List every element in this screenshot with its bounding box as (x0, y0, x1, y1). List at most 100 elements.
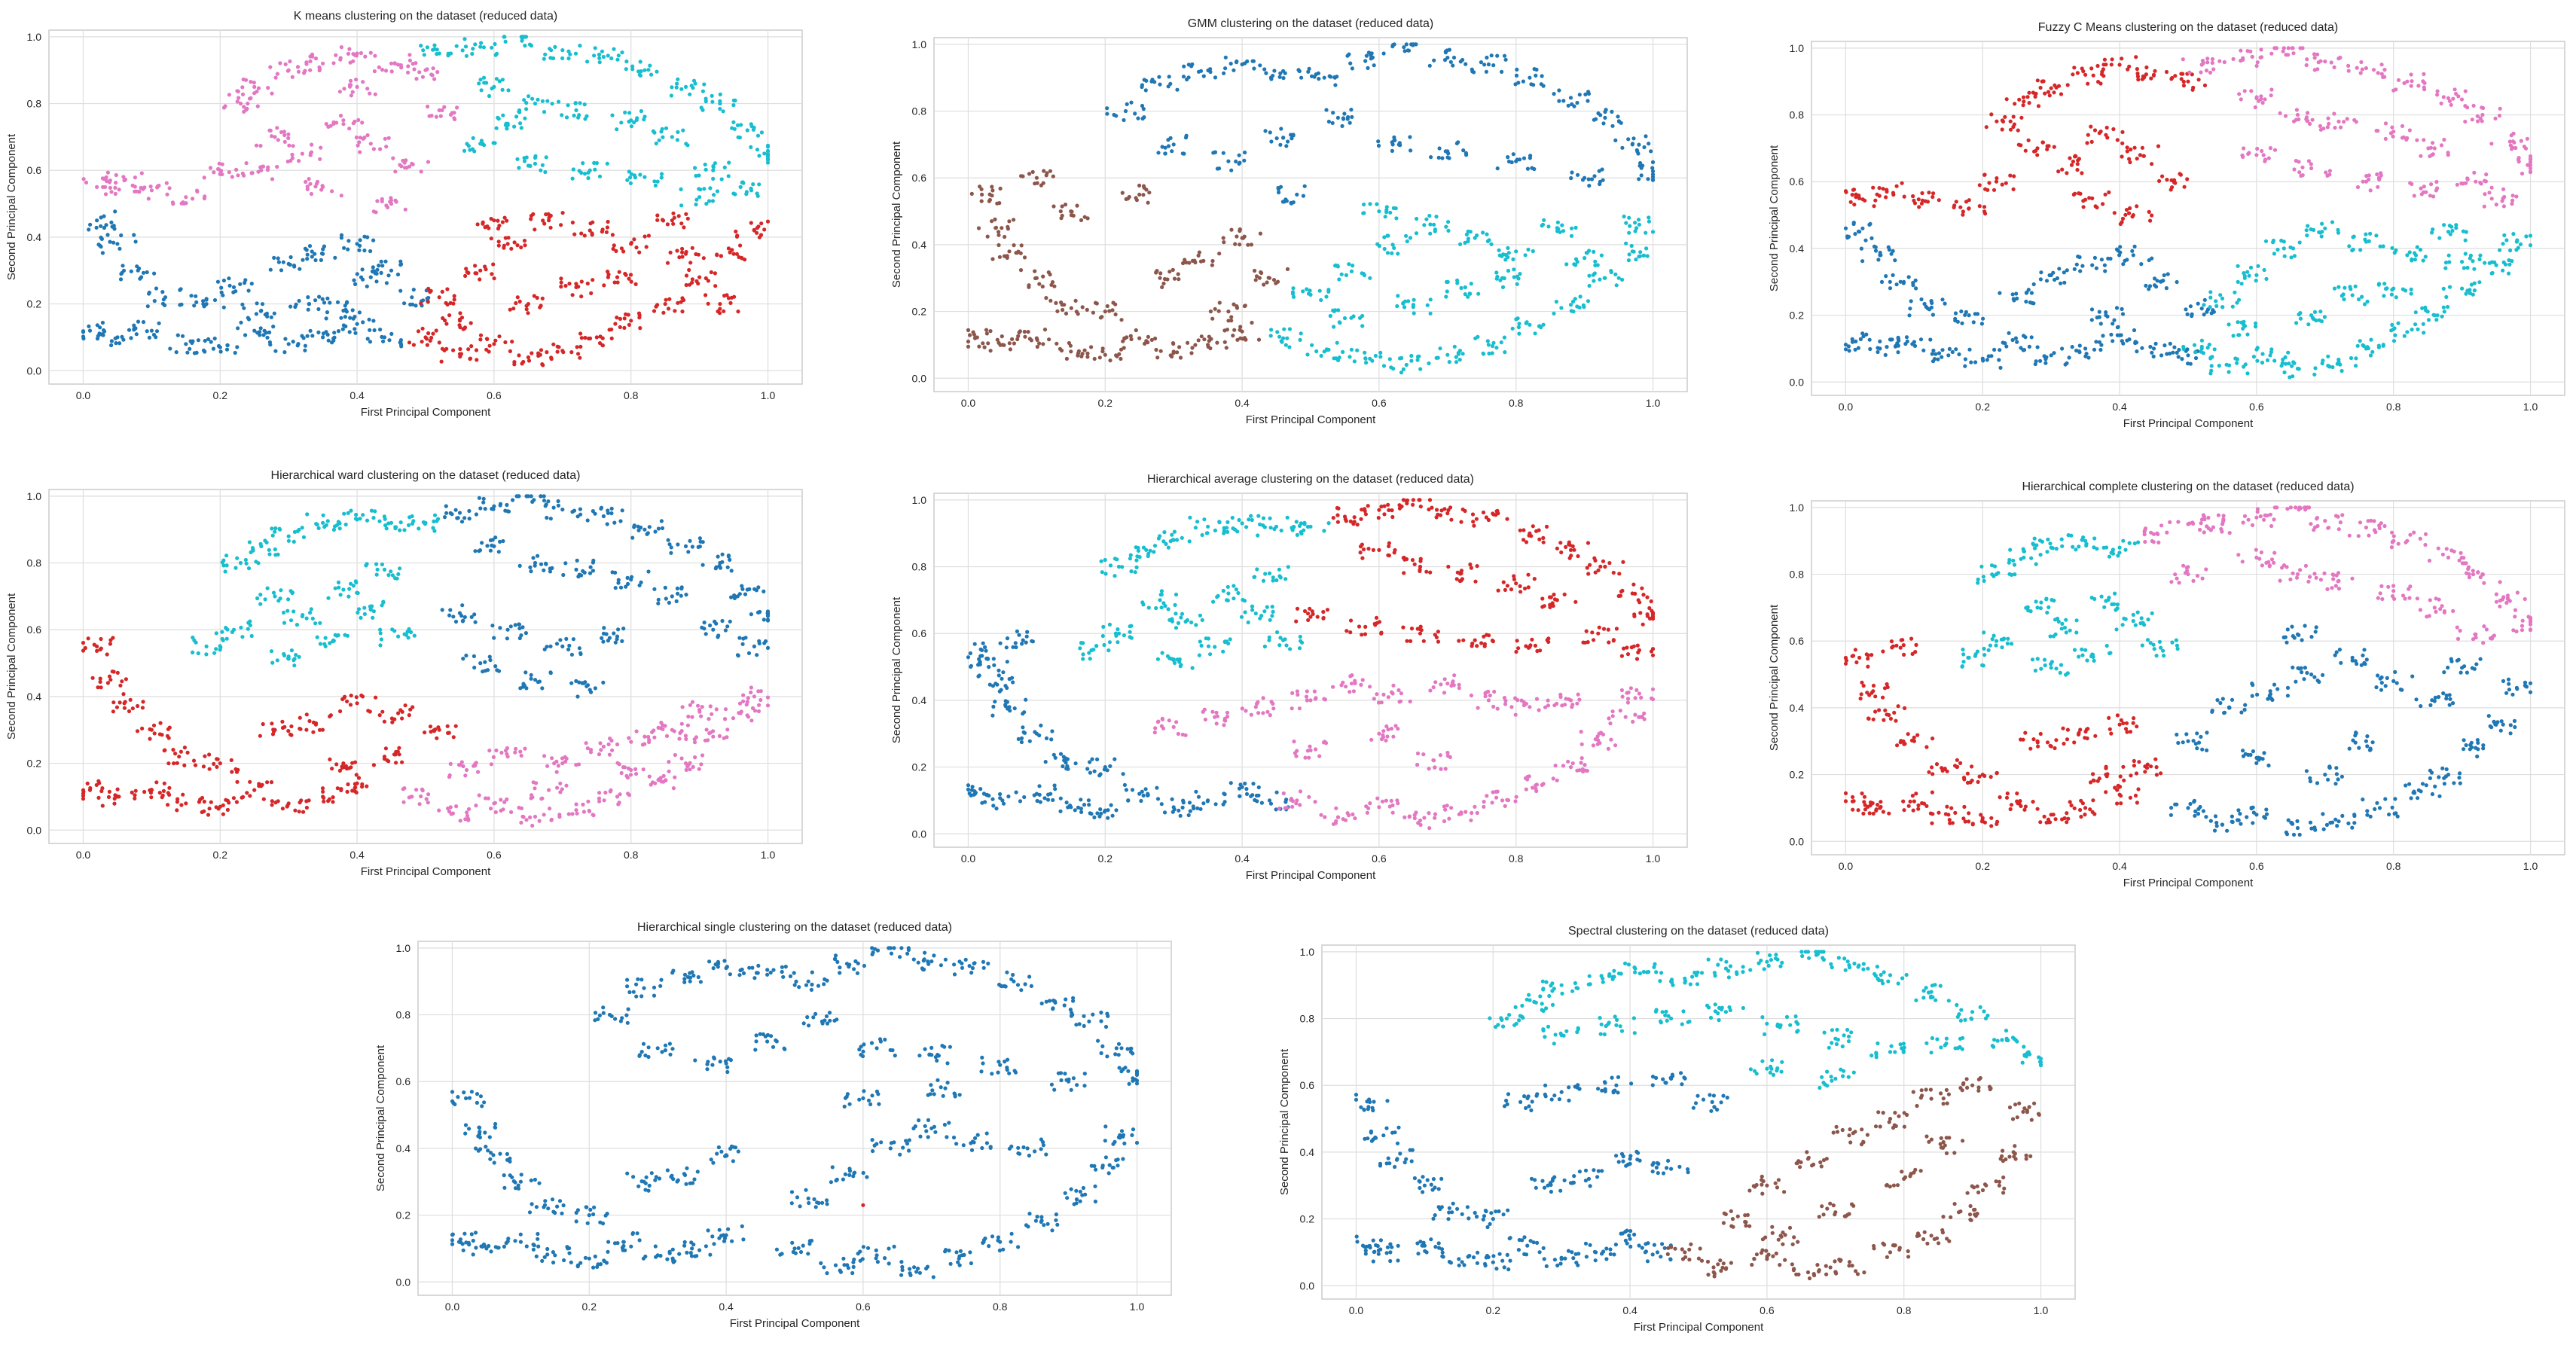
scatter-point (457, 323, 461, 327)
scatter-point (2502, 204, 2506, 208)
scatter-point (328, 715, 331, 718)
scatter-point (704, 276, 708, 280)
chart-title: K means clustering on the dataset (reduc… (294, 10, 557, 23)
scatter-point (2111, 339, 2114, 343)
scatter-point (1006, 254, 1009, 258)
scatter-point (444, 505, 448, 508)
scatter-point (679, 221, 683, 225)
scatter-point (2434, 180, 2438, 184)
scatter-point (383, 137, 387, 141)
scatter-point (1592, 250, 1595, 254)
scatter-point (490, 272, 493, 276)
scatter-point (1985, 358, 1989, 361)
scatter-point (715, 252, 719, 256)
scatter-point (2247, 151, 2251, 154)
scatter-point (2194, 356, 2198, 360)
scatter-point (134, 239, 138, 243)
scatter-point (1388, 357, 1392, 361)
scatter-point (327, 339, 331, 343)
scatter-point (576, 116, 580, 120)
scatter-point (2007, 331, 2011, 335)
scatter-point (2419, 154, 2422, 158)
scatter-point (2086, 133, 2090, 137)
scatter-point (2189, 304, 2193, 308)
scatter-point (2269, 87, 2273, 91)
scatter-point (2333, 66, 2336, 69)
scatter-point (2382, 343, 2385, 346)
scatter-point (2299, 317, 2303, 321)
scatter-point (2390, 126, 2394, 130)
scatter-point (696, 282, 700, 285)
scatter-point (1155, 355, 1159, 359)
scatter-point (565, 115, 569, 119)
scatter-point (487, 749, 491, 752)
scatter-point (394, 752, 398, 756)
scatter-point (1027, 330, 1030, 334)
scatter-point (1103, 310, 1107, 313)
scatter-point (592, 161, 596, 165)
scatter-point (697, 545, 700, 549)
scatter-point (983, 346, 987, 349)
scatter-point (2301, 173, 2305, 177)
scatter-point (1390, 252, 1393, 255)
scatter-point (2159, 353, 2163, 357)
scatter-point (1349, 108, 1353, 111)
scatter-point (716, 633, 720, 637)
scatter-point (2128, 206, 2132, 210)
scatter-point (476, 222, 480, 226)
scatter-point (2127, 65, 2131, 69)
scatter-point (618, 270, 621, 274)
scatter-point (1256, 794, 1260, 798)
scatter-point (343, 315, 347, 319)
scatter-point (1098, 355, 1102, 359)
scatter-point (1627, 216, 1631, 220)
scatter-point (2077, 191, 2080, 195)
scatter-point (358, 517, 362, 520)
scatter-point (317, 295, 321, 299)
scatter-point (746, 696, 750, 700)
scatter-point (338, 90, 342, 93)
scatter-point (288, 159, 292, 163)
scatter-point (1073, 808, 1077, 812)
scatter-point (623, 111, 627, 114)
scatter-point (288, 263, 292, 267)
scatter-point (1489, 242, 1493, 246)
scatter-point (320, 252, 324, 255)
scatter-point (1217, 310, 1221, 313)
scatter-point (1141, 193, 1145, 197)
scatter-point (757, 703, 761, 707)
scatter-point (2336, 358, 2340, 361)
scatter-point (300, 334, 304, 338)
scatter-point (2042, 79, 2046, 83)
scatter-point (1061, 204, 1064, 208)
scatter-point (2390, 288, 2394, 291)
scatter-point (1229, 169, 1233, 172)
scatter-point (684, 737, 688, 741)
scatter-point (637, 251, 641, 255)
x-tick-label: 0.0 (961, 397, 976, 409)
scatter-point (612, 47, 615, 51)
scatter-point (368, 249, 372, 253)
scatter-point (2032, 282, 2036, 286)
scatter-point (1051, 204, 1055, 208)
scatter-point (2141, 154, 2145, 158)
scatter-point (106, 171, 110, 175)
scatter-point (180, 202, 184, 206)
scatter-point (1281, 136, 1285, 139)
scatter-point (313, 258, 317, 262)
scatter-point (472, 136, 475, 140)
scatter-point (1377, 144, 1381, 148)
scatter-point (155, 329, 159, 333)
scatter-point (1460, 58, 1464, 62)
scatter-point (272, 256, 276, 260)
scatter-point (1347, 262, 1351, 266)
y-tick-label: 0.4 (27, 231, 42, 243)
scatter-point (347, 766, 351, 770)
scatter-point (532, 780, 536, 784)
scatter-point (1428, 64, 1432, 68)
scatter-point (673, 216, 676, 220)
scatter-point (2326, 125, 2330, 129)
scatter-point (2078, 343, 2082, 347)
scatter-point (1874, 249, 1878, 252)
scatter-point (758, 642, 762, 645)
